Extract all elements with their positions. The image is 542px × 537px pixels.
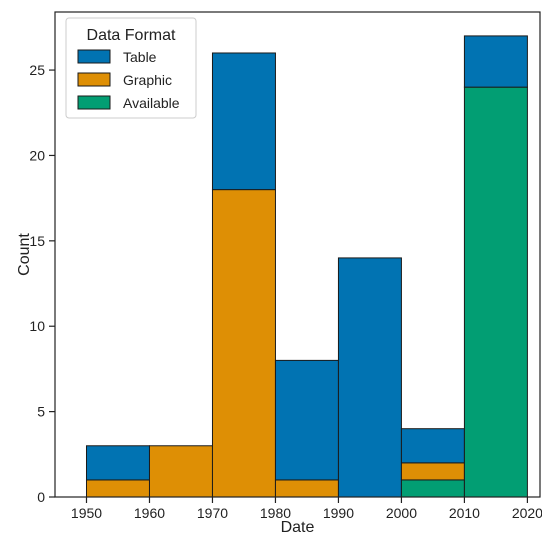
- legend-swatch-graphic: [77, 72, 111, 87]
- x-tick-label: 1960: [134, 505, 165, 521]
- legend-label-table: Table: [123, 49, 157, 65]
- legend-swatch-available: [77, 95, 111, 110]
- x-tick-label: 1950: [71, 505, 102, 521]
- legend-label-available: Available: [123, 95, 180, 111]
- bar-table-1990: [337, 257, 402, 498]
- legend: Data Format Table Graphic Available: [65, 17, 197, 119]
- x-tick-label: 1980: [260, 505, 291, 521]
- bar-table-2000: [400, 428, 465, 464]
- x-tick-label: 1990: [323, 505, 354, 521]
- legend-label-graphic: Graphic: [123, 72, 172, 88]
- y-tick-label: 20: [29, 147, 45, 163]
- y-tick-label: 10: [29, 318, 45, 334]
- y-tick-label: 25: [29, 62, 45, 78]
- x-axis: 1950 1960 1970 1980 1990 2000 2010 2020: [71, 497, 542, 521]
- plot-frame: [54, 11, 541, 498]
- bar-available-2010: [463, 86, 528, 498]
- bar-graphic-2000: [400, 462, 465, 481]
- y-tick-label: 0: [37, 489, 45, 505]
- bar-graphic-1980: [274, 479, 339, 498]
- legend-swatch-table: [77, 49, 111, 64]
- bar-available-2000: [400, 479, 465, 498]
- y-tick-label: 15: [29, 233, 45, 249]
- bar-table-1980: [274, 359, 339, 481]
- x-tick-label: 1970: [197, 505, 228, 521]
- bar-graphic-1970: [211, 189, 276, 498]
- bar-table-1970: [211, 52, 276, 191]
- bar-graphic-1950: [85, 479, 150, 498]
- x-tick-label: 2020: [512, 505, 542, 521]
- bar-table-1950: [85, 445, 150, 481]
- y-axis-title: Count: [16, 233, 33, 276]
- y-tick-label: 5: [37, 404, 45, 420]
- x-tick-label: 2000: [386, 505, 417, 521]
- y-axis: 0 5 10 15 20 25: [29, 62, 55, 505]
- legend-box: [65, 17, 197, 119]
- x-axis-title: Date: [281, 519, 315, 536]
- legend-title: Data Format: [87, 27, 176, 44]
- bars-group: [85, 35, 528, 498]
- bar-graphic-1960: [148, 445, 213, 498]
- legend-items: Table Graphic Available: [77, 49, 180, 111]
- x-tick-label: 2010: [449, 505, 480, 521]
- bar-table-2010: [463, 35, 528, 88]
